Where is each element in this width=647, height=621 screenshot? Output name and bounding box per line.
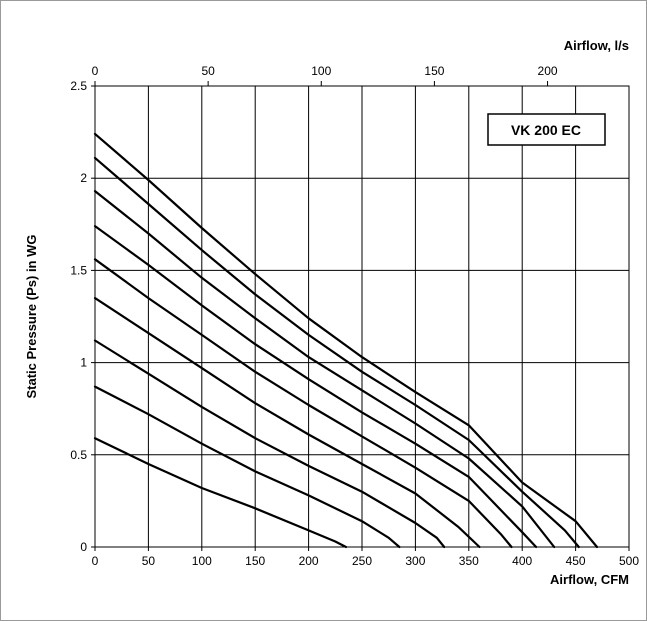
x-tick-label: 450 <box>566 554 586 568</box>
y-tick-label: 1 <box>80 356 87 370</box>
x2-tick-label: 200 <box>538 64 558 78</box>
y-axis-title: Static Pressure (Ps) in WG <box>24 235 39 399</box>
x-tick-label: 350 <box>459 554 479 568</box>
y-tick-label: 2.5 <box>70 79 87 93</box>
fan-curve-line <box>93 156 580 549</box>
x-tick-label: 150 <box>245 554 265 568</box>
x2-tick-label: 150 <box>424 64 444 78</box>
fan-curve-line <box>93 225 538 549</box>
x-tick-label: 200 <box>299 554 319 568</box>
x2-tick-label: 100 <box>311 64 331 78</box>
x-tick-label: 100 <box>192 554 212 568</box>
fan-curve-line <box>93 190 556 549</box>
fan-curves <box>93 132 599 549</box>
fan-curve-line <box>93 339 446 549</box>
y-tick-label: 0 <box>80 540 87 554</box>
tick-labels: 0 50 100 150 200 250 300 350 400 450 500 0 50 100 150 2… <box>70 64 639 568</box>
model-label-frame <box>487 113 606 146</box>
model-label: VK 200 EC <box>511 122 581 138</box>
x2-tick-label: 50 <box>201 64 215 78</box>
x-axis-title: Airflow, CFM <box>550 572 629 587</box>
fan-curve-line <box>93 258 513 549</box>
y-tick-label: 1.5 <box>70 263 87 277</box>
fan-curve-line <box>93 132 599 549</box>
fan-curve-line <box>93 437 348 549</box>
y-tick-label: 2 <box>80 171 87 185</box>
x-tick-label: 0 <box>92 554 99 568</box>
y-tick-label: 0.5 <box>70 448 87 462</box>
x-tick-label: 250 <box>352 554 372 568</box>
x-tick-label: 400 <box>512 554 532 568</box>
x-tick-label: 500 <box>619 554 639 568</box>
x2-tick-label: 0 <box>92 64 99 78</box>
x-tick-label: 300 <box>405 554 425 568</box>
secondary-x-axis-title: Airflow, l/s <box>564 38 629 53</box>
plot-border <box>94 85 630 548</box>
fan-curve-line <box>93 385 401 549</box>
model-label-box: VK 200 EC <box>487 113 606 146</box>
x-tick-label: 50 <box>142 554 156 568</box>
fan-curve-line <box>93 297 481 549</box>
